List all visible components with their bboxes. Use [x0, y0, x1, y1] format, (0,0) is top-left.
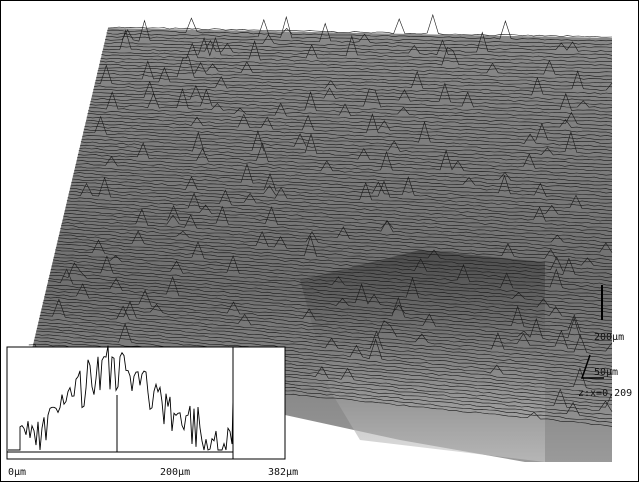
x-label: 0µm [8, 467, 26, 478]
scale-label: 200µm [594, 332, 624, 343]
aspect-label: z:x=0.209 [578, 388, 632, 399]
figure: 0µm 200µm 382µm 200µm 50µm z:x=0.209 [0, 0, 639, 482]
x-label: 200µm [160, 467, 190, 478]
scale-label: 50µm [594, 367, 618, 378]
inset-box [7, 347, 285, 459]
inset [7, 346, 285, 459]
x-label: 382µm [268, 467, 298, 478]
